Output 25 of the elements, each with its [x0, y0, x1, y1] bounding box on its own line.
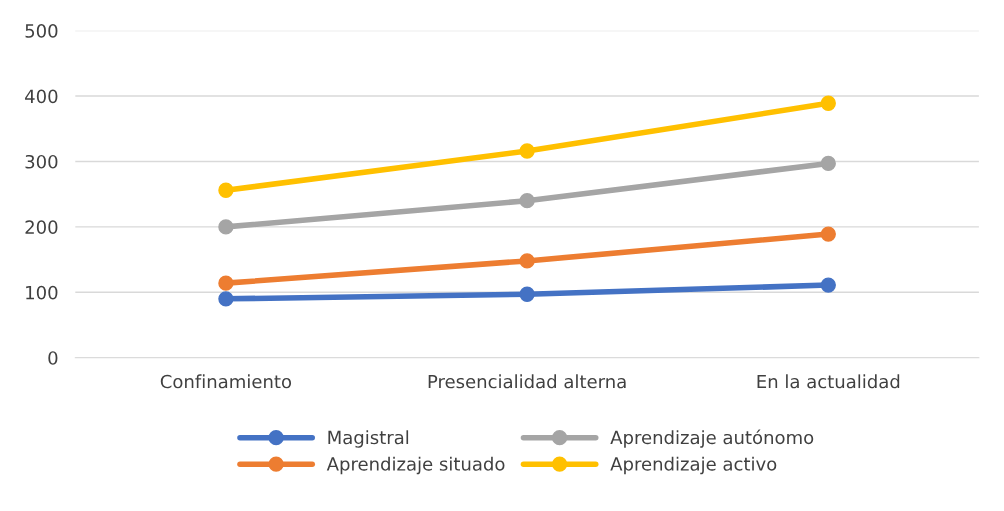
- y-tick-label: 500: [25, 24, 58, 38]
- point: [218, 182, 234, 198]
- point: [519, 143, 535, 159]
- x-tick-label: Confinamiento: [160, 374, 292, 389]
- point: [218, 219, 234, 235]
- point: [519, 286, 535, 302]
- legend-label: Aprendizaje activo: [610, 456, 777, 475]
- point: [820, 226, 836, 242]
- y-tick-label: 300: [25, 154, 58, 169]
- x-tick-label: En la actualidad: [757, 374, 900, 389]
- y-tick-label: 200: [25, 220, 58, 234]
- point: [519, 193, 535, 209]
- y-tick-label: 0: [48, 351, 58, 365]
- y-tick-label: 400: [25, 89, 58, 104]
- x-tick-label: Presencialidad alterna: [428, 374, 626, 389]
- point: [218, 275, 234, 291]
- legend-label: Magistral: [328, 430, 409, 448]
- legend-label: Aprendizaje autónomo: [610, 429, 814, 448]
- y-tick-label: 100: [26, 285, 58, 300]
- point: [820, 155, 836, 172]
- point: [218, 291, 234, 307]
- point: [820, 277, 836, 293]
- point: [820, 95, 836, 111]
- point: [519, 253, 535, 269]
- legend-label: Aprendizaje situado: [326, 456, 505, 475]
